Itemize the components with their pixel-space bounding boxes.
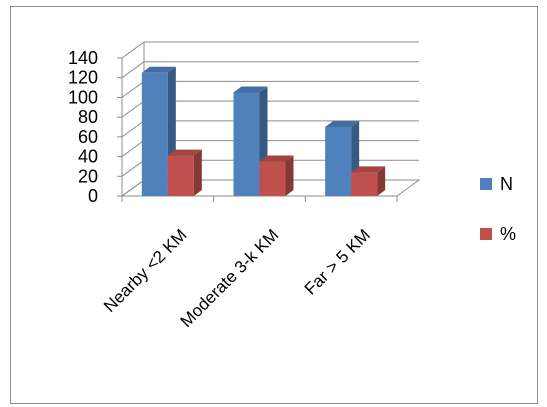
- y-tick-label: 60: [78, 127, 98, 147]
- gridline-side: [121, 120, 145, 138]
- bar-%-2: [351, 172, 378, 196]
- y-tick-label: 140: [68, 48, 98, 68]
- y-tick-label: 100: [68, 87, 98, 107]
- gridline-side: [121, 61, 145, 79]
- bar-top: [351, 166, 386, 173]
- y-tick-label: 80: [78, 107, 98, 127]
- bar-side: [285, 155, 294, 196]
- bar-side: [377, 166, 386, 196]
- gridline-side: [121, 140, 145, 157]
- bar-%-1: [259, 161, 286, 196]
- legend-swatch: [480, 228, 492, 240]
- gridline-side: [121, 100, 145, 118]
- bar-top: [259, 155, 294, 162]
- y-tick-label: 0: [88, 186, 98, 206]
- bar-side: [193, 149, 202, 196]
- y-tick-label: 20: [78, 166, 98, 186]
- bar-N-1: [233, 92, 260, 196]
- gridline-side: [121, 159, 145, 177]
- x-tick-label: Nearby <2 KM: [100, 225, 191, 316]
- gridline-side: [121, 41, 145, 59]
- bar-top: [233, 86, 268, 93]
- legend-swatch: [480, 178, 492, 190]
- gridline-side: [121, 81, 145, 98]
- bar-%-0: [167, 155, 194, 196]
- x-tick-label: Far > 5 KM: [301, 225, 374, 298]
- bar-top: [325, 121, 360, 127]
- y-tick-label: 40: [78, 147, 98, 167]
- y-tick-label: 120: [68, 68, 98, 88]
- bar-top: [141, 66, 176, 73]
- x-tick-label: Moderate 3-k KM: [177, 225, 283, 331]
- legend-label: %: [500, 224, 516, 244]
- legend-label: N: [500, 174, 513, 194]
- bar-top: [167, 149, 202, 156]
- bar-N-2: [325, 127, 352, 196]
- chart-frame: [10, 6, 538, 404]
- bar-N-0: [141, 72, 168, 196]
